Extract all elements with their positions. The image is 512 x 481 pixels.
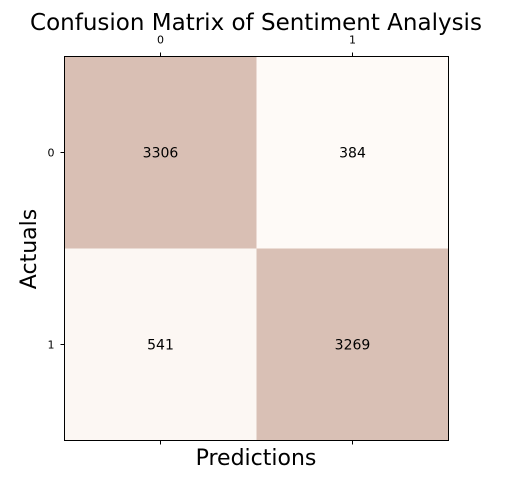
heatmap-cells: 3306 384 541 3269 (64, 56, 449, 441)
cell-value-label-1-1: 3269 (335, 338, 371, 354)
y-tick-label-0: 0 (48, 147, 55, 160)
axis-ticks: 0 1 0 1 (48, 34, 356, 445)
chart-title: Confusion Matrix of Sentiment Analysis (30, 10, 482, 36)
plot-frame (64, 56, 449, 441)
cell-value-label-0-1: 384 (339, 146, 366, 162)
x-axis-label: Predictions (196, 446, 317, 471)
heatmap-cell-1-0 (64, 248, 257, 441)
x-tick-label-1: 1 (349, 34, 356, 47)
heatmap-cell-1-1 (256, 248, 449, 441)
cell-value-label-1-0: 541 (147, 338, 174, 354)
heatmap-cell-0-1 (256, 56, 449, 249)
x-tick-label-0: 0 (157, 34, 164, 47)
y-axis-label: Actuals (17, 209, 42, 289)
y-tick-label-1: 1 (48, 339, 55, 352)
cell-value-label-0-0: 3306 (143, 146, 179, 162)
heatmap-cell-0-0 (64, 56, 257, 249)
